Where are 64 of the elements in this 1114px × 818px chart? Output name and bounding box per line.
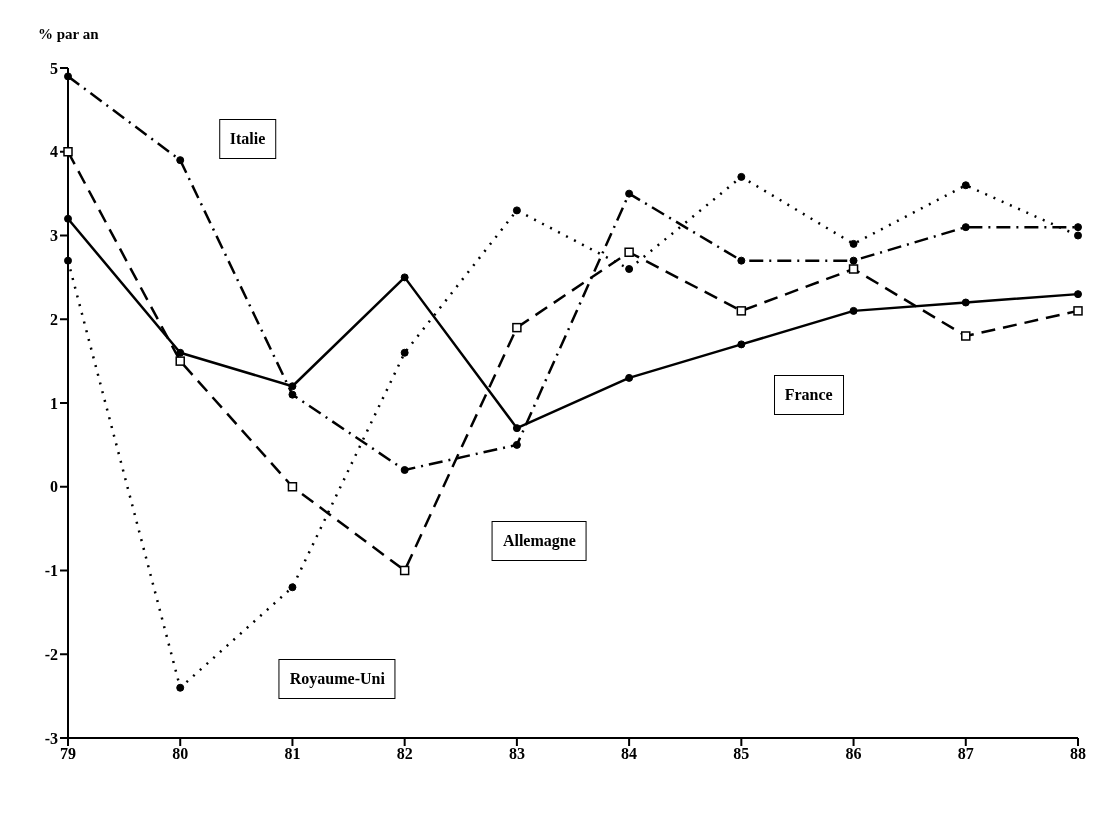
x-tick-label: 79	[60, 745, 76, 763]
y-tick-label: -3	[44, 729, 58, 747]
point	[1074, 290, 1082, 299]
point	[849, 306, 858, 315]
point	[176, 683, 185, 692]
point	[961, 181, 970, 190]
point	[961, 298, 970, 307]
point	[287, 482, 298, 492]
y-tick-label: 5	[50, 59, 58, 77]
point	[737, 340, 746, 349]
point	[512, 322, 522, 333]
point	[625, 265, 634, 273]
y-tick-label: 4	[50, 143, 58, 161]
point	[512, 424, 521, 433]
point	[1073, 306, 1083, 316]
y-tick-label: 2	[50, 310, 58, 328]
text: Allemagne	[491, 521, 587, 562]
point	[288, 390, 297, 399]
point	[624, 247, 634, 257]
y-tick-label: 0	[50, 478, 58, 496]
point	[64, 214, 72, 223]
point	[400, 348, 409, 357]
text: Royaume-Uni	[278, 659, 396, 700]
point	[288, 382, 297, 391]
point	[625, 373, 634, 382]
point	[175, 356, 185, 366]
point	[400, 273, 409, 282]
x-tick-label: 85	[733, 745, 750, 763]
point	[288, 583, 297, 592]
text: Italie	[218, 119, 277, 160]
point	[512, 440, 521, 449]
y-tick-label: 1	[50, 394, 58, 412]
point	[737, 172, 746, 181]
point	[512, 206, 521, 215]
point	[961, 223, 970, 232]
x-tick-label: 84	[621, 745, 638, 763]
x-tick-label: 80	[172, 745, 189, 763]
point	[961, 331, 971, 341]
point	[736, 306, 747, 316]
point	[849, 256, 858, 265]
text: France	[773, 374, 844, 415]
x-tick-label: 82	[396, 745, 413, 763]
x-tick-label: 86	[845, 745, 862, 763]
point	[64, 256, 72, 265]
point	[737, 256, 746, 265]
y-tick-label: -2	[44, 645, 58, 663]
point	[625, 189, 634, 198]
point	[63, 147, 73, 157]
x-tick-label: 88	[1070, 745, 1086, 763]
y-axis-title: % par an	[38, 26, 99, 43]
x-tick-label: 81	[284, 745, 301, 763]
point	[176, 348, 185, 357]
y-tick-label: -1	[44, 562, 58, 580]
point	[399, 565, 410, 576]
point	[1074, 231, 1082, 240]
x-tick-label: 83	[508, 745, 525, 763]
point	[64, 72, 72, 81]
point	[1074, 223, 1082, 232]
y-tick-label: 3	[50, 227, 58, 245]
point	[400, 466, 409, 474]
point	[176, 156, 185, 165]
point	[849, 239, 858, 248]
x-tick-label: 87	[957, 745, 974, 763]
point	[848, 264, 859, 274]
